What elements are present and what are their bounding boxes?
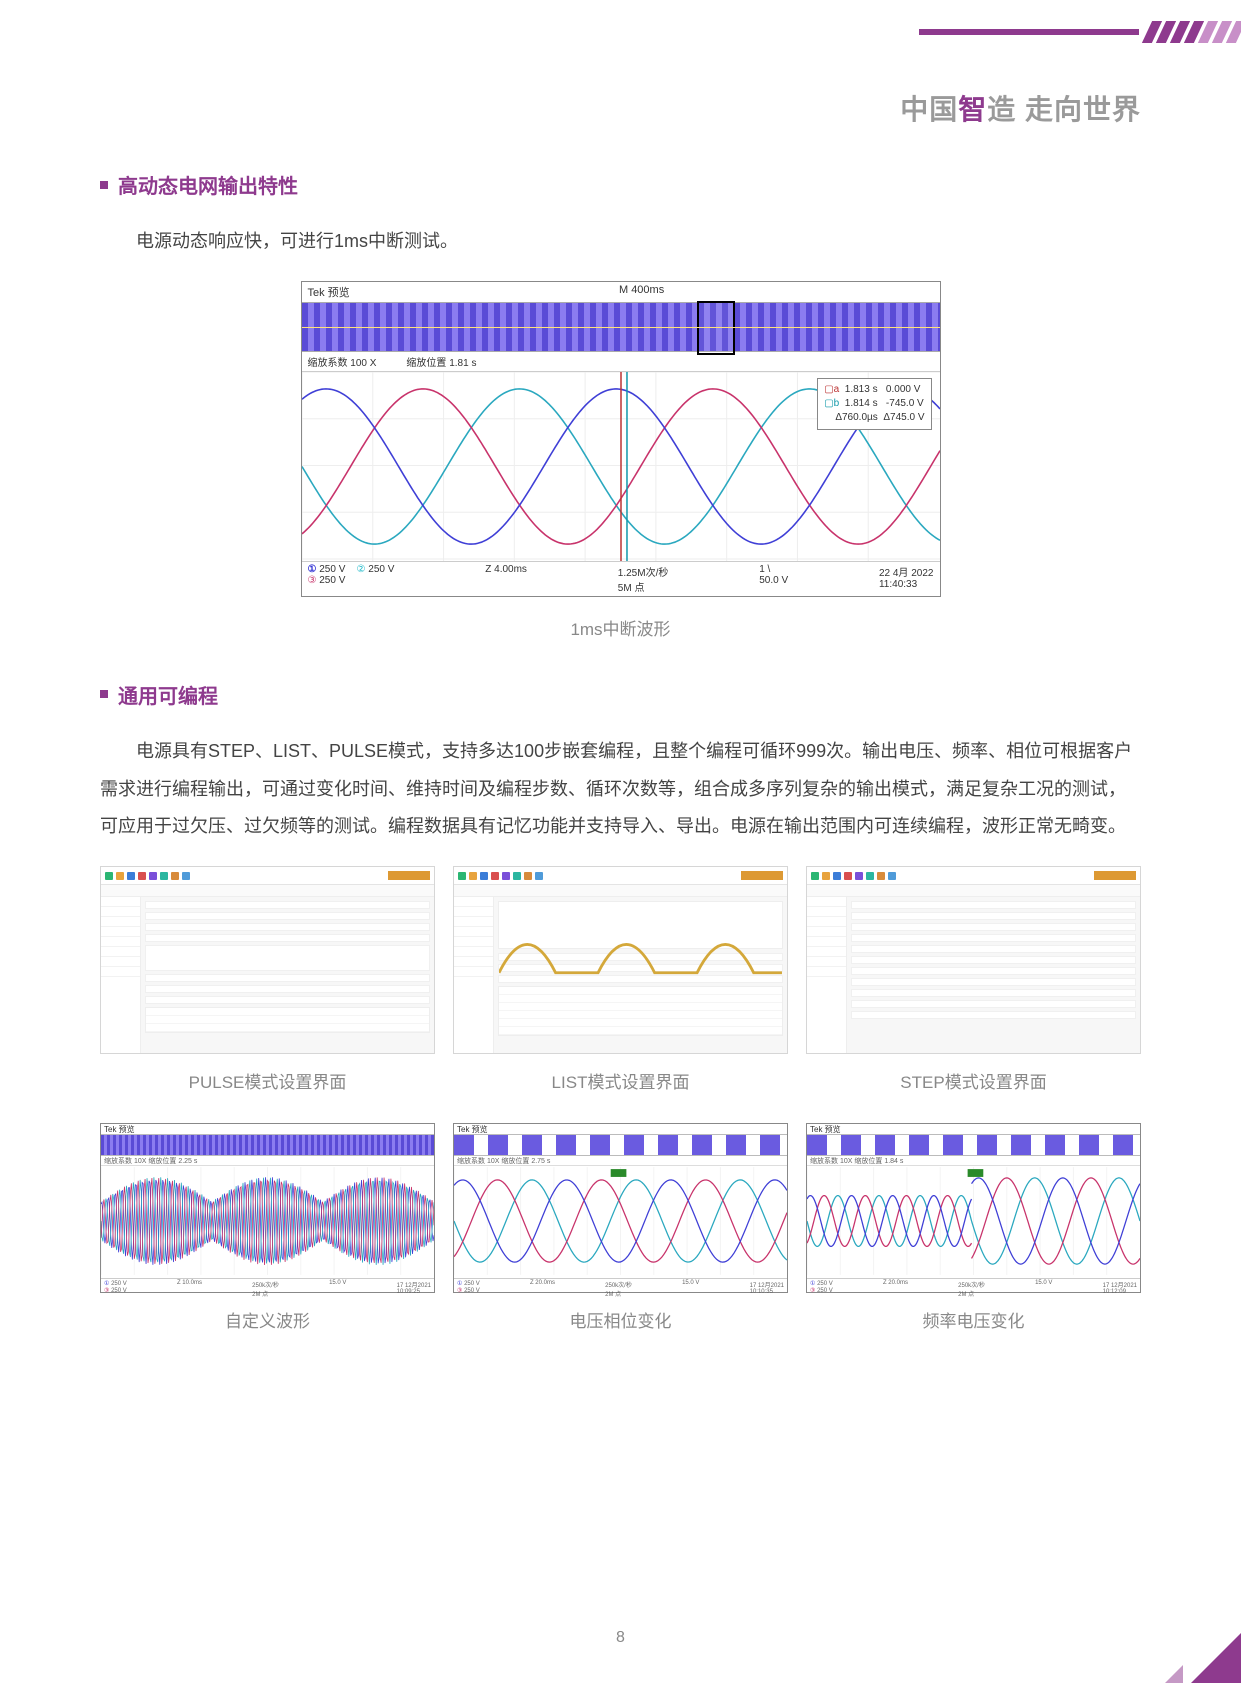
software-screenshots-row (100, 866, 1141, 1054)
oscilloscope-figure-1: Tek 预览 M 400ms 缩放系数 100 X 缩放位置 1.81 s ▢a… (301, 281, 941, 597)
corner-decoration (1191, 1633, 1241, 1683)
software-captions: PULSE模式设置界面LIST模式设置界面STEP模式设置界面 (100, 1068, 1141, 1093)
section2-paragraph: 电源具有STEP、LIST、PULSE模式，支持多达100步嵌套编程，且整个编程… (100, 733, 1141, 846)
bscope-phase-change: Tek 预览 缩放系数 10X 缩放位置 2.75 s ① 250 V③ 250… (453, 1123, 788, 1293)
bottom-scopes-row: Tek 预览 缩放系数 10X 缩放位置 2.25 s ① 250 V③ 250… (100, 1123, 1141, 1293)
software-list (453, 866, 788, 1054)
figure1-caption: 1ms中断波形 (100, 615, 1141, 640)
brand-slogan: 中国智造 走向世界 (900, 88, 1141, 128)
section1-heading: 高动态电网输出特性 (100, 170, 1141, 199)
software-step (806, 866, 1141, 1054)
bscope-freq-voltage: Tek 预览 缩放系数 10X 缩放位置 1.84 s ① 250 V③ 250… (806, 1123, 1141, 1293)
corner-decoration-2 (1165, 1665, 1183, 1683)
scope-cursor-readout: ▢a 1.813 s 0.000 V ▢b 1.814 s -745.0 V Δ… (817, 378, 931, 430)
scope-overview-strip (302, 302, 940, 352)
page-number: 8 (0, 1629, 1241, 1647)
section1-paragraph: 电源动态响应快，可进行1ms中断测试。 (100, 223, 1141, 261)
scope-timebase: M 400ms (619, 284, 664, 300)
scope-vendor: Tek 预览 (308, 284, 350, 300)
bscope-custom-wave: Tek 预览 缩放系数 10X 缩放位置 2.25 s ① 250 V③ 250… (100, 1123, 435, 1293)
section2-heading: 通用可编程 (100, 680, 1141, 709)
header-decoration (919, 18, 1241, 46)
scope-status-bar: ① 250 V ② 250 V ③ 250 V Z 4.00ms 1.25M次/… (302, 562, 940, 596)
scope-waveform-area: ▢a 1.813 s 0.000 V ▢b 1.814 s -745.0 V Δ… (302, 372, 940, 562)
software-pulse (100, 866, 435, 1054)
scope-zoom-info: 缩放系数 100 X 缩放位置 1.81 s (302, 352, 940, 372)
bottom-scopes-captions: 自定义波形电压相位变化频率电压变化 (100, 1307, 1141, 1332)
